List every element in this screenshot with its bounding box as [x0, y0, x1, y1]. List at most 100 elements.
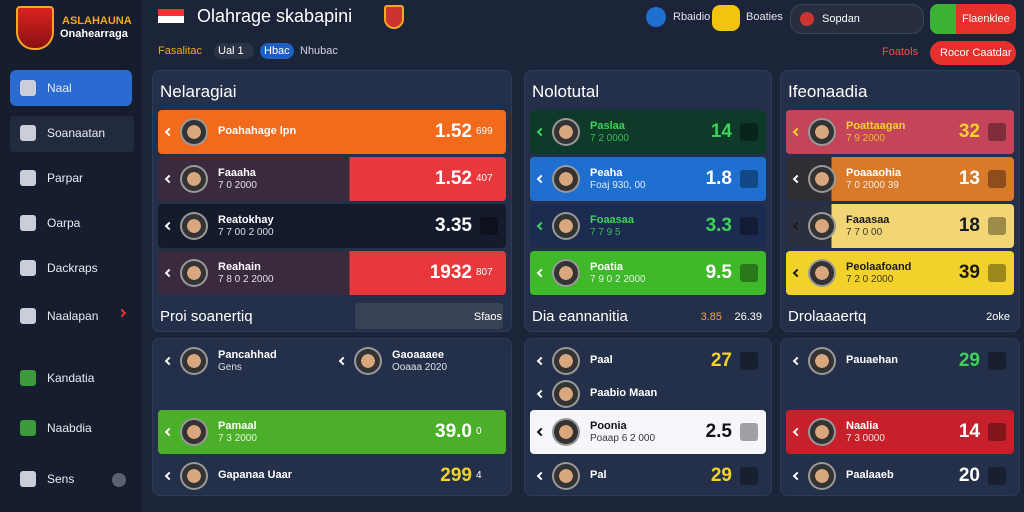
match-info: Poaap 6 2 000: [590, 433, 656, 444]
match-info: 7 7 9 5: [590, 227, 621, 238]
action[interactable]: Rbaidio: [673, 11, 711, 23]
tab[interactable]: Hbac: [264, 45, 290, 57]
team-name: Pauaehan: [846, 354, 898, 366]
match-info: Foaj 930, 00: [590, 180, 646, 191]
avatar: [552, 118, 580, 146]
team-name: Gaoaaaee: [392, 349, 444, 361]
logo-shield: [16, 6, 54, 50]
tab[interactable]: Fasalitac: [158, 45, 203, 57]
nav-item[interactable]: Naabdia: [47, 421, 92, 435]
match-info: 7 9 0 2 2000: [590, 274, 646, 285]
avatar: [180, 347, 208, 375]
odds-icon: [740, 352, 758, 370]
link[interactable]: Foatols: [882, 46, 919, 58]
odds-icon: [740, 123, 758, 141]
odds: 299: [440, 465, 472, 486]
odds-icon: [740, 467, 758, 485]
team-name: Peolaafoand: [846, 261, 912, 273]
nav-item[interactable]: Dackraps: [47, 261, 98, 275]
team-name: Poatia: [590, 261, 624, 273]
match-info: 7 7 00 2 000: [218, 227, 274, 238]
match-info: 7 9 2000: [846, 133, 885, 144]
odds: 29: [958, 350, 980, 371]
odds-icon: [988, 123, 1006, 141]
avatar: [552, 380, 580, 408]
section-value: Sfaos: [473, 311, 502, 323]
match-row[interactable]: [158, 410, 506, 454]
nav-item[interactable]: Oarpa: [47, 216, 81, 230]
team-name: Poahahage lpn: [218, 125, 297, 137]
match-row[interactable]: [158, 204, 506, 248]
avatar: [180, 462, 208, 490]
team-name: Gapanaa Uaar: [218, 469, 292, 481]
odds: 27: [710, 350, 732, 371]
page-title: Olahrage skabapini: [197, 6, 353, 26]
odds: 29: [710, 465, 732, 486]
tab[interactable]: Ual 1: [218, 45, 244, 57]
team-name: Paslaa: [590, 120, 625, 132]
tab[interactable]: Nhubac: [300, 45, 338, 57]
link[interactable]: Rocor Caatdar: [940, 47, 1012, 59]
section-title: Dia eannanitia: [532, 308, 628, 325]
team-name: Peaha: [590, 167, 623, 179]
nav-item[interactable]: Kandatia: [47, 371, 95, 385]
avatar: [180, 118, 208, 146]
nav-item[interactable]: Naalapan: [47, 309, 99, 323]
match-info: 7 0 2000 39: [846, 180, 899, 191]
nav-item[interactable]: Soanaatan: [47, 126, 106, 140]
section-value: 3.85: [700, 311, 722, 323]
team-name: Poonia: [590, 420, 627, 432]
match-row[interactable]: [158, 251, 506, 295]
odds: 1.8: [705, 168, 732, 189]
avatar: [808, 118, 836, 146]
odds-extra: 407: [476, 173, 493, 184]
odds-icon: [988, 352, 1006, 370]
nav-item[interactable]: Parpar: [47, 171, 84, 185]
match-info: 7 0 2000: [218, 180, 257, 191]
action[interactable]: Flaenklee: [962, 13, 1010, 25]
nav-icon: [20, 471, 36, 487]
avatar: [808, 259, 836, 287]
search-icon: [800, 12, 814, 26]
odds: 14: [710, 121, 732, 142]
avatar: [552, 418, 580, 446]
nav-item[interactable]: Sens: [47, 472, 75, 486]
team-name: Pancahhad: [218, 349, 277, 361]
team-name: Foaasaa: [590, 214, 635, 226]
match-info: 7 3 2000: [218, 433, 257, 444]
team-name: Naalia: [846, 420, 879, 432]
tab-pill: [260, 43, 294, 59]
odds-icon: [740, 423, 758, 441]
nav-icon: [20, 215, 36, 231]
nav-icon: [20, 125, 36, 141]
avatar: [180, 259, 208, 287]
action[interactable]: Sopdan: [822, 13, 860, 25]
nav-icon: [20, 80, 36, 96]
panel-title: Nolotutal: [532, 82, 600, 101]
nav-icon: [20, 260, 36, 276]
team-name: Reatokhay: [218, 214, 274, 226]
avatar: [552, 462, 580, 490]
odds: 1.52: [435, 168, 472, 189]
avatar: [552, 347, 580, 375]
odds-extra: 4: [476, 470, 482, 481]
logo-text: Onahearraga: [60, 28, 128, 40]
odds: 3.35: [435, 215, 472, 236]
nav-icon: [20, 420, 36, 436]
team-name: Poattaagan: [846, 120, 906, 132]
odds: 1932: [429, 262, 472, 283]
tab-pill: [214, 43, 254, 59]
odds: 32: [958, 121, 980, 142]
avatar: [552, 212, 580, 240]
action[interactable]: Boaties: [746, 11, 783, 23]
team-name: Paalaaeb: [846, 469, 894, 481]
match-info: 7 7 0 00: [846, 227, 883, 238]
logo-text: ASLAHAUNA: [62, 15, 132, 27]
match-row[interactable]: [158, 110, 506, 154]
odds-icon: [988, 217, 1006, 235]
nav-item[interactable]: Naal: [47, 81, 72, 95]
odds-icon: [740, 264, 758, 282]
avatar: [354, 347, 382, 375]
match-row[interactable]: [158, 157, 506, 201]
odds-extra: 807: [476, 267, 493, 278]
